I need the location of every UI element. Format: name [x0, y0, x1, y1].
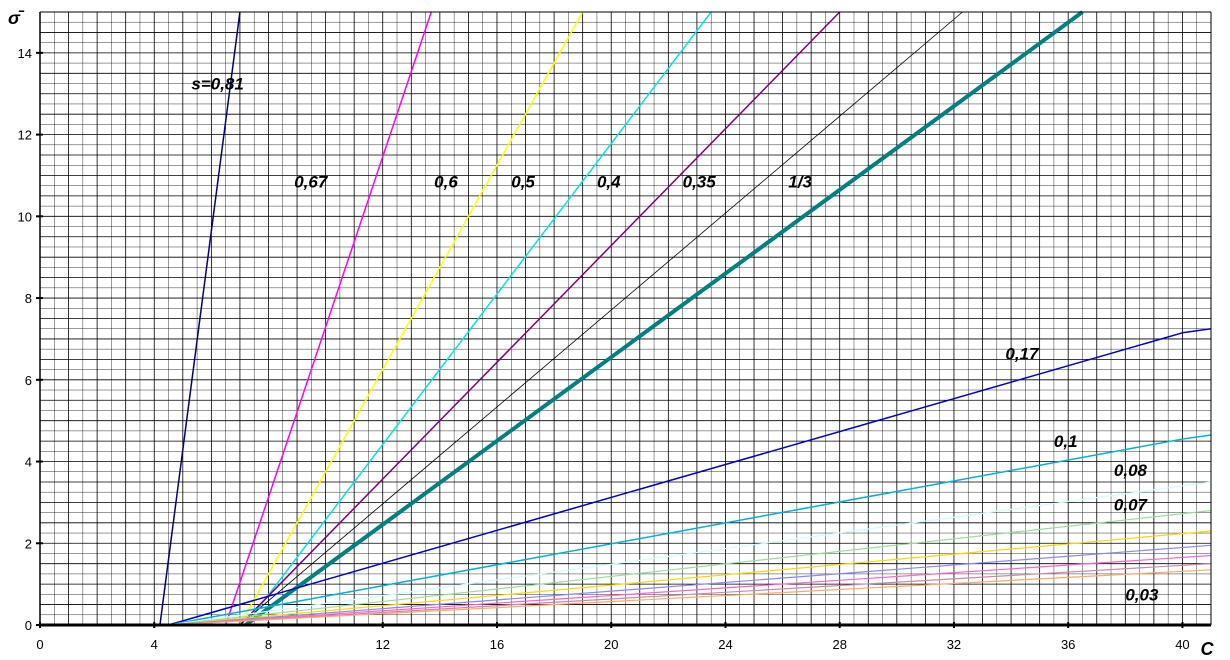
grid: [39, 11, 1212, 626]
series-line-0-08: [168, 481, 1212, 626]
curve-label: 0,03: [1125, 585, 1159, 604]
x-axis-label: C: [1201, 639, 1215, 659]
curve-label: 0,1: [1054, 432, 1078, 451]
y-tick-label: 10: [18, 209, 32, 224]
series-line-0-6: [239, 11, 584, 626]
series-line-1-3: [244, 10, 1084, 627]
curve-label: 0,5: [511, 173, 535, 192]
series-group: [159, 10, 1212, 627]
series-line-0-07: [168, 509, 1212, 626]
series-line-0-03: [168, 569, 1212, 626]
x-tick-label: 20: [604, 637, 618, 652]
y-tick-label: 12: [18, 128, 32, 143]
series-line-unlabeled-13: [168, 554, 1212, 626]
curve-label: 0,35: [683, 173, 717, 192]
x-tick-label: 16: [490, 637, 504, 652]
axes: [36, 11, 1212, 628]
y-tick-label: 14: [18, 46, 32, 61]
series-line-unlabeled-12: [168, 544, 1212, 626]
series-line-s-0-81: [159, 11, 241, 626]
series-line-unlabeled-14: [168, 563, 1212, 626]
x-tick-label: 4: [151, 637, 158, 652]
series-line-0-17: [168, 327, 1212, 626]
curve-label: 0,67: [294, 173, 329, 192]
x-tick-label: 36: [1061, 637, 1075, 652]
y-tick-label: 4: [25, 455, 32, 470]
curve-labels: s=0,81 0,67 0,6 0,5 0,4 0,35 1/3 0,17 0,1 0,08 0,0…: [191, 75, 1159, 605]
x-tick-label: 24: [718, 637, 732, 652]
x-tick-label: 40: [1175, 637, 1189, 652]
x-tick-label: 0: [36, 637, 43, 652]
x-tick-label: 32: [947, 637, 961, 652]
series-line-0-67: [224, 11, 432, 626]
x-tick-label: 8: [265, 637, 272, 652]
curve-label: 0,4: [597, 173, 621, 192]
y-tick-label: 2: [25, 536, 32, 551]
curve-label: 0,6: [434, 173, 458, 192]
x-tick-label: 28: [832, 637, 846, 652]
y-tick-label: 8: [25, 291, 32, 306]
series-line-0-5: [245, 11, 712, 626]
x-tick-label: 12: [375, 637, 389, 652]
curve-label: 0,07: [1114, 496, 1149, 515]
curve-label: 0,17: [1005, 344, 1040, 363]
series-line-unlabeled-11: [168, 530, 1212, 626]
series-line-0-1: [168, 434, 1212, 626]
curve-label: 0,08: [1114, 461, 1148, 480]
curve-label: 1/3: [788, 173, 812, 192]
y-tick-label: 0: [25, 618, 32, 633]
series-line-0-35: [239, 11, 963, 626]
series-line-0-4: [239, 11, 841, 626]
curve-label: s=0,81: [191, 75, 243, 94]
y-tick-label: 6: [25, 373, 32, 388]
